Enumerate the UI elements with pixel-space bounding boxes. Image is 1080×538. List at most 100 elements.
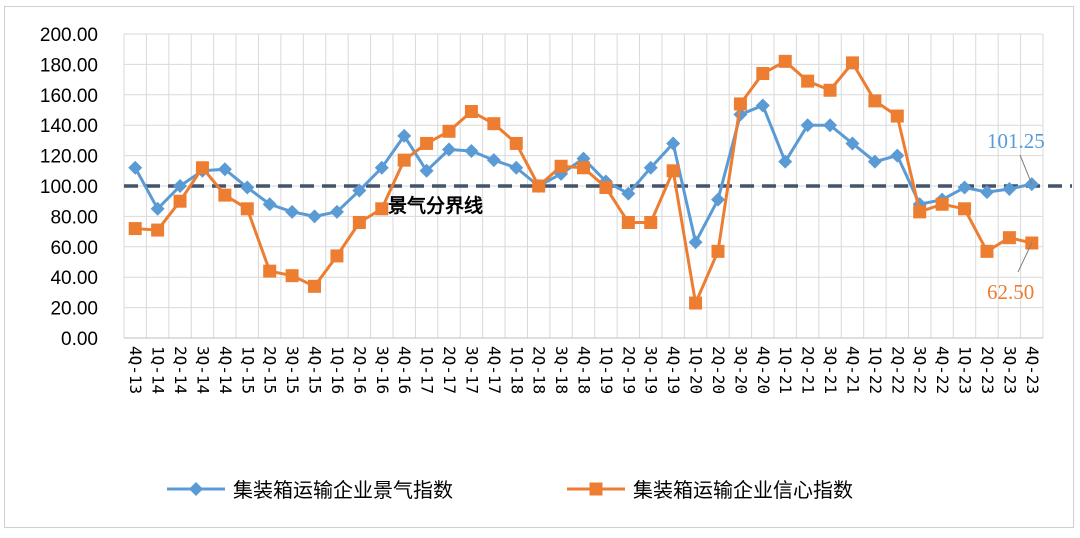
annotation-0-label: 101.25 <box>987 129 1045 153</box>
x-tick-label: 4Q-20 <box>754 346 773 394</box>
series-0-point <box>352 183 367 198</box>
series-0-point <box>643 160 658 175</box>
series-0-point <box>285 204 300 219</box>
x-tick-label: 2Q-14 <box>171 346 190 394</box>
series-1-point <box>285 269 299 283</box>
series-1-point <box>554 159 568 173</box>
y-tick-label: 160.00 <box>40 86 98 107</box>
series-1-point <box>1002 231 1016 245</box>
x-tick-label: 2Q-21 <box>799 346 818 394</box>
x-tick-label: 3Q-14 <box>193 346 212 394</box>
x-tick-label: 4Q-22 <box>933 346 952 394</box>
series-1-point <box>151 223 165 237</box>
x-tick-label: 3Q-18 <box>552 346 571 394</box>
series-0-point <box>397 128 412 143</box>
x-tick-label: 4Q-14 <box>216 346 235 394</box>
series-1-point <box>420 136 434 150</box>
x-tick-label: 1Q-16 <box>328 346 347 394</box>
x-tick-label: 3Q-19 <box>642 346 661 394</box>
x-tick-label: 1Q-20 <box>687 346 706 394</box>
series-1-point <box>935 197 949 211</box>
x-tick-label: 4Q-18 <box>575 346 594 394</box>
x-axis: 4Q-13 1Q-14 2Q-14 3Q-14 4Q-14 1Q-15 2Q-15 3Q-15… <box>124 337 1043 394</box>
series-0-point <box>486 153 501 168</box>
y-tick-label: 100.00 <box>40 177 98 198</box>
series-0-point <box>464 144 479 159</box>
series-0-point <box>150 201 165 216</box>
x-tick-label: 4Q-15 <box>306 346 325 394</box>
series-0-point <box>128 160 143 175</box>
series-0-point <box>329 204 344 219</box>
series-1-point <box>621 215 635 229</box>
series-1-point <box>733 97 747 111</box>
y-tick-label: 120.00 <box>40 147 98 168</box>
series-1-point <box>689 296 703 310</box>
annotation-0-leader <box>1019 154 1033 185</box>
x-tick-label: 2Q-16 <box>350 346 369 394</box>
y-tick-label: 200.00 <box>40 25 98 46</box>
series-1-point <box>397 153 411 167</box>
series-0-point <box>867 154 882 169</box>
x-tick-label: 3Q-23 <box>1000 346 1019 394</box>
chart-frame <box>4 6 1074 528</box>
series-1-point <box>442 124 456 138</box>
x-tick-label: 3Q-15 <box>283 346 302 394</box>
x-tick-label: 1Q-23 <box>956 346 975 394</box>
annotation-1-label: 62.50 <box>987 280 1034 304</box>
series-0-point <box>823 118 838 133</box>
x-tick-label: 3Q-17 <box>462 346 481 394</box>
series-1-point <box>218 188 232 202</box>
x-tick-label: 1Q-21 <box>776 346 795 394</box>
series-1-point <box>756 67 770 81</box>
y-tick-label: 180.00 <box>40 55 98 76</box>
x-tick-label: 2Q-20 <box>709 346 728 394</box>
series-0-point <box>173 179 188 193</box>
series-0-point <box>979 185 994 200</box>
legend-1-label: 集装箱运输企业信心指数 <box>633 478 853 502</box>
x-tick-label: 1Q-18 <box>507 346 526 394</box>
y-axis: 0.00 20.00 40.00 60.00 80.00 100.00 120.00 140.… <box>40 25 98 350</box>
series-0-point <box>666 136 681 151</box>
annotation-1-leader <box>1017 242 1033 273</box>
series-1-point <box>128 222 142 236</box>
series-1-point <box>868 94 882 108</box>
series-1-point <box>778 54 792 68</box>
series-1-point <box>644 215 658 229</box>
series-0-point <box>845 136 860 151</box>
series-0-point <box>1002 182 1017 197</box>
threshold-line: 景气分界线 <box>124 184 1072 217</box>
series-1-point <box>913 205 927 219</box>
series-1-point <box>352 215 366 229</box>
x-tick-label: 1Q-19 <box>597 346 616 394</box>
legend-0-label: 集装箱运输企业景气指数 <box>233 478 453 502</box>
series-1-point <box>532 179 546 193</box>
x-tick-label: 4Q-19 <box>664 346 683 394</box>
series-0-point <box>621 186 636 201</box>
series-1-point <box>240 202 254 216</box>
series-1-point <box>330 249 344 263</box>
x-tick-label: 3Q-21 <box>821 346 840 394</box>
series-1-point <box>711 244 725 258</box>
x-tick-label: 2Q-18 <box>530 346 549 394</box>
x-tick-label: 4Q-21 <box>843 346 862 394</box>
x-tick-label: 1Q-15 <box>238 346 257 394</box>
y-tick-label: 0.00 <box>61 329 98 350</box>
x-tick-label: 1Q-17 <box>418 346 437 394</box>
legend-0-marker <box>189 482 203 496</box>
series-0-point <box>240 180 255 195</box>
series-1-point <box>464 105 478 119</box>
series-0-point <box>957 180 972 195</box>
x-tick-label: 2Q-23 <box>978 346 997 394</box>
series-1-point <box>577 161 590 175</box>
series-0-point <box>419 163 434 178</box>
series-0-point <box>755 98 770 113</box>
series-group <box>128 54 1039 310</box>
series-1-point <box>195 161 209 175</box>
y-tick-label: 140.00 <box>40 116 98 137</box>
y-tick-label: 80.00 <box>50 207 98 228</box>
x-tick-label: 4Q-17 <box>485 346 504 394</box>
series-0-point <box>778 154 793 169</box>
y-tick-label: 20.00 <box>50 299 98 320</box>
series-0-point <box>307 209 322 224</box>
